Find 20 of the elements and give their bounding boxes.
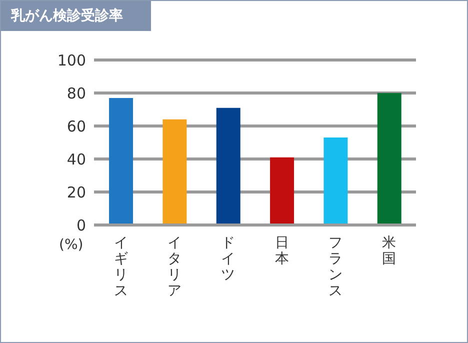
y-tick-label: 40: [66, 150, 86, 168]
chart-title: 乳がん検診受診率: [1, 1, 151, 31]
y-tick-label: 100: [57, 51, 86, 70]
bar: [324, 138, 348, 225]
y-axis-title: (%): [59, 237, 84, 253]
x-tick-label: フランス: [328, 235, 342, 299]
x-tick-label: イタリア: [168, 235, 182, 299]
bar: [109, 98, 134, 225]
y-tick-label: 80: [66, 84, 86, 102]
x-tick-label: イギリス: [114, 235, 128, 299]
bar: [377, 93, 402, 225]
y-tick-label: 20: [66, 183, 86, 202]
bar: [162, 119, 187, 225]
y-tick-label: 0: [76, 216, 86, 234]
x-tick-label: 米国: [382, 235, 396, 267]
bar: [216, 108, 240, 225]
y-tick-label: 60: [66, 117, 86, 136]
x-tick-label: 日本: [274, 235, 289, 267]
x-tick-label: ドイツ: [221, 235, 236, 283]
bar: [270, 157, 294, 225]
